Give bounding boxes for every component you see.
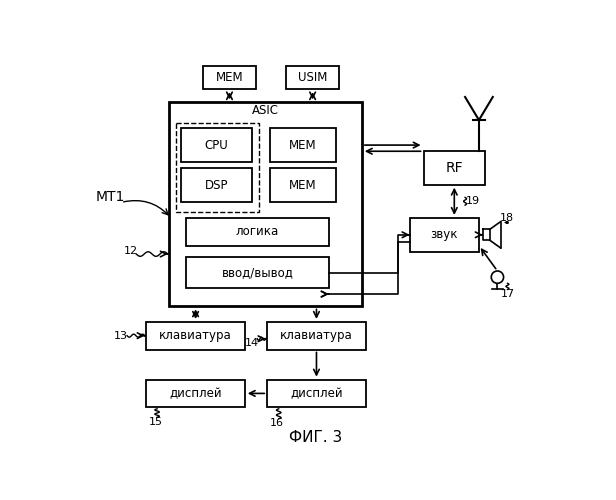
Text: MEM: MEM (289, 138, 317, 151)
Text: ввод/вывод: ввод/вывод (222, 266, 293, 279)
Bar (286, 66, 339, 90)
Text: 12: 12 (124, 246, 138, 256)
Bar (169, 102, 362, 306)
Bar (181, 128, 252, 162)
Text: МТ1: МТ1 (95, 190, 125, 204)
Bar (203, 66, 256, 90)
Text: MEM: MEM (289, 178, 317, 192)
Bar (270, 168, 336, 202)
Text: логика: логика (236, 225, 279, 238)
Bar (424, 151, 485, 184)
Bar (267, 380, 366, 407)
Text: клавиатура: клавиатура (280, 329, 353, 342)
Text: 19: 19 (466, 196, 480, 206)
Text: USIM: USIM (298, 71, 327, 84)
Bar (270, 128, 336, 162)
Bar (187, 257, 329, 288)
Text: 14: 14 (245, 338, 259, 348)
Circle shape (492, 271, 504, 283)
Bar (267, 322, 366, 349)
Text: DSP: DSP (205, 178, 228, 192)
Bar (410, 218, 479, 252)
Text: 15: 15 (148, 417, 163, 427)
Text: 16: 16 (270, 418, 284, 428)
Text: 13: 13 (114, 330, 128, 340)
Text: клавиатура: клавиатура (159, 329, 232, 342)
Text: 17: 17 (500, 289, 514, 299)
Text: ASIC: ASIC (252, 104, 279, 118)
Text: ФИГ. 3: ФИГ. 3 (289, 430, 342, 445)
Text: MEM: MEM (216, 71, 243, 84)
Text: RF: RF (445, 161, 463, 175)
Text: дисплей: дисплей (290, 387, 342, 400)
Bar (176, 123, 259, 212)
Text: звук: звук (431, 228, 458, 241)
Bar (181, 168, 252, 202)
Text: дисплей: дисплей (169, 387, 222, 400)
Text: 18: 18 (500, 213, 514, 223)
Bar (147, 322, 245, 349)
Bar (187, 218, 329, 246)
Bar (147, 380, 245, 407)
Text: CPU: CPU (205, 138, 229, 151)
